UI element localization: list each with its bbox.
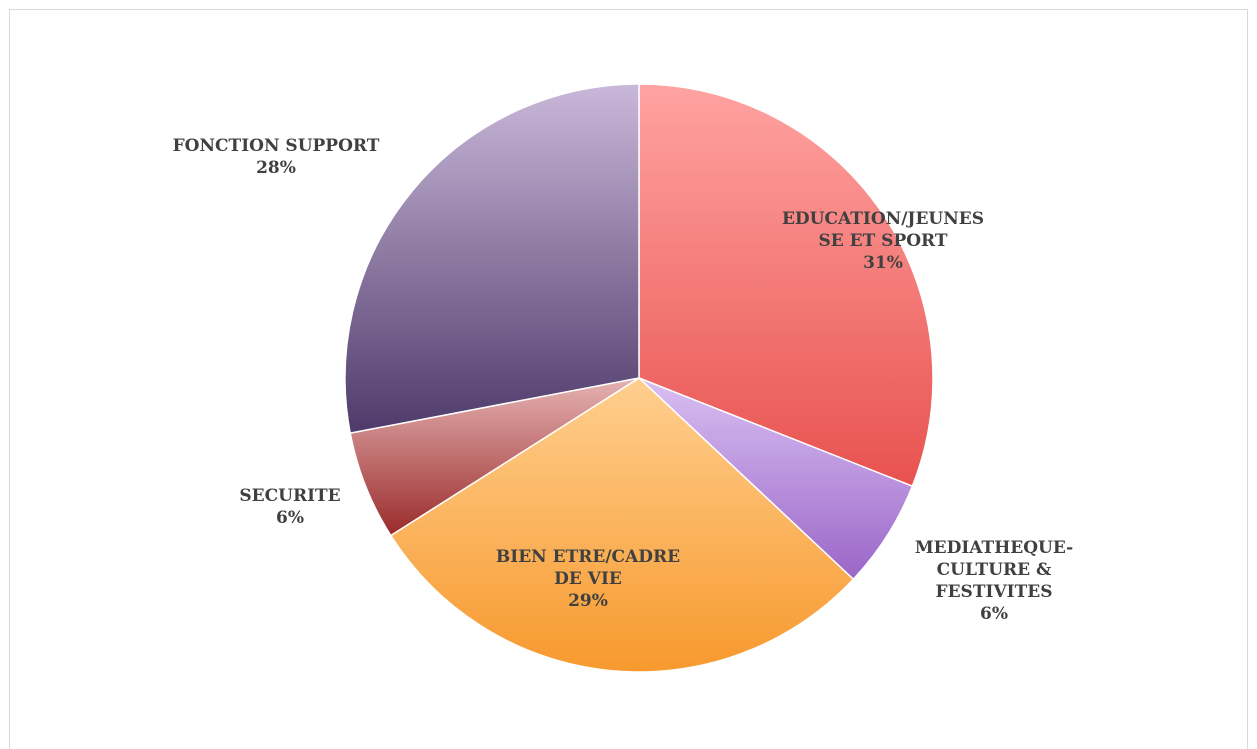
slice-percent-3: 6% bbox=[276, 508, 304, 528]
slice-percent-4: 28% bbox=[256, 158, 296, 178]
slice-percent-2: 29% bbox=[568, 591, 608, 611]
slice-label-2: BIEN ETRE/CADRE DE VIE 29% bbox=[496, 547, 680, 611]
slice-label-line: CULTURE & bbox=[937, 560, 1052, 580]
pie-slices bbox=[344, 83, 934, 673]
slice-label-1: MEDIATHEQUE-CULTURE & FESTIVITES 6% bbox=[915, 538, 1073, 624]
slice-label-line: MEDIATHEQUE- bbox=[915, 538, 1073, 558]
pie-slice-2 bbox=[389, 377, 855, 673]
slice-label-line: FONCTION SUPPORT bbox=[173, 136, 380, 156]
slice-label-line: DE VIE bbox=[554, 569, 622, 589]
slice-label-line: SE ET SPORT bbox=[818, 231, 947, 251]
slice-label-4: FONCTION SUPPORT 28% bbox=[173, 136, 380, 178]
slice-label-3: SECURITE 6% bbox=[239, 486, 340, 528]
slice-label-0: EDUCATION/JEUNES SE ET SPORT 31% bbox=[782, 209, 984, 273]
slice-label-line: BIEN ETRE/CADRE bbox=[496, 547, 680, 567]
slice-label-line: SECURITE bbox=[239, 486, 340, 506]
slice-percent-1: 6% bbox=[980, 604, 1008, 624]
slice-percent-0: 31% bbox=[863, 253, 903, 273]
slice-label-line: FESTIVITES bbox=[936, 582, 1053, 602]
slice-label-line: EDUCATION/JEUNES bbox=[782, 209, 984, 229]
pie-labels: EDUCATION/JEUNES SE ET SPORT 31% MEDIATHEQU… bbox=[173, 136, 1074, 624]
pie-slice-4 bbox=[344, 83, 640, 434]
pie-slice-0 bbox=[638, 83, 934, 488]
